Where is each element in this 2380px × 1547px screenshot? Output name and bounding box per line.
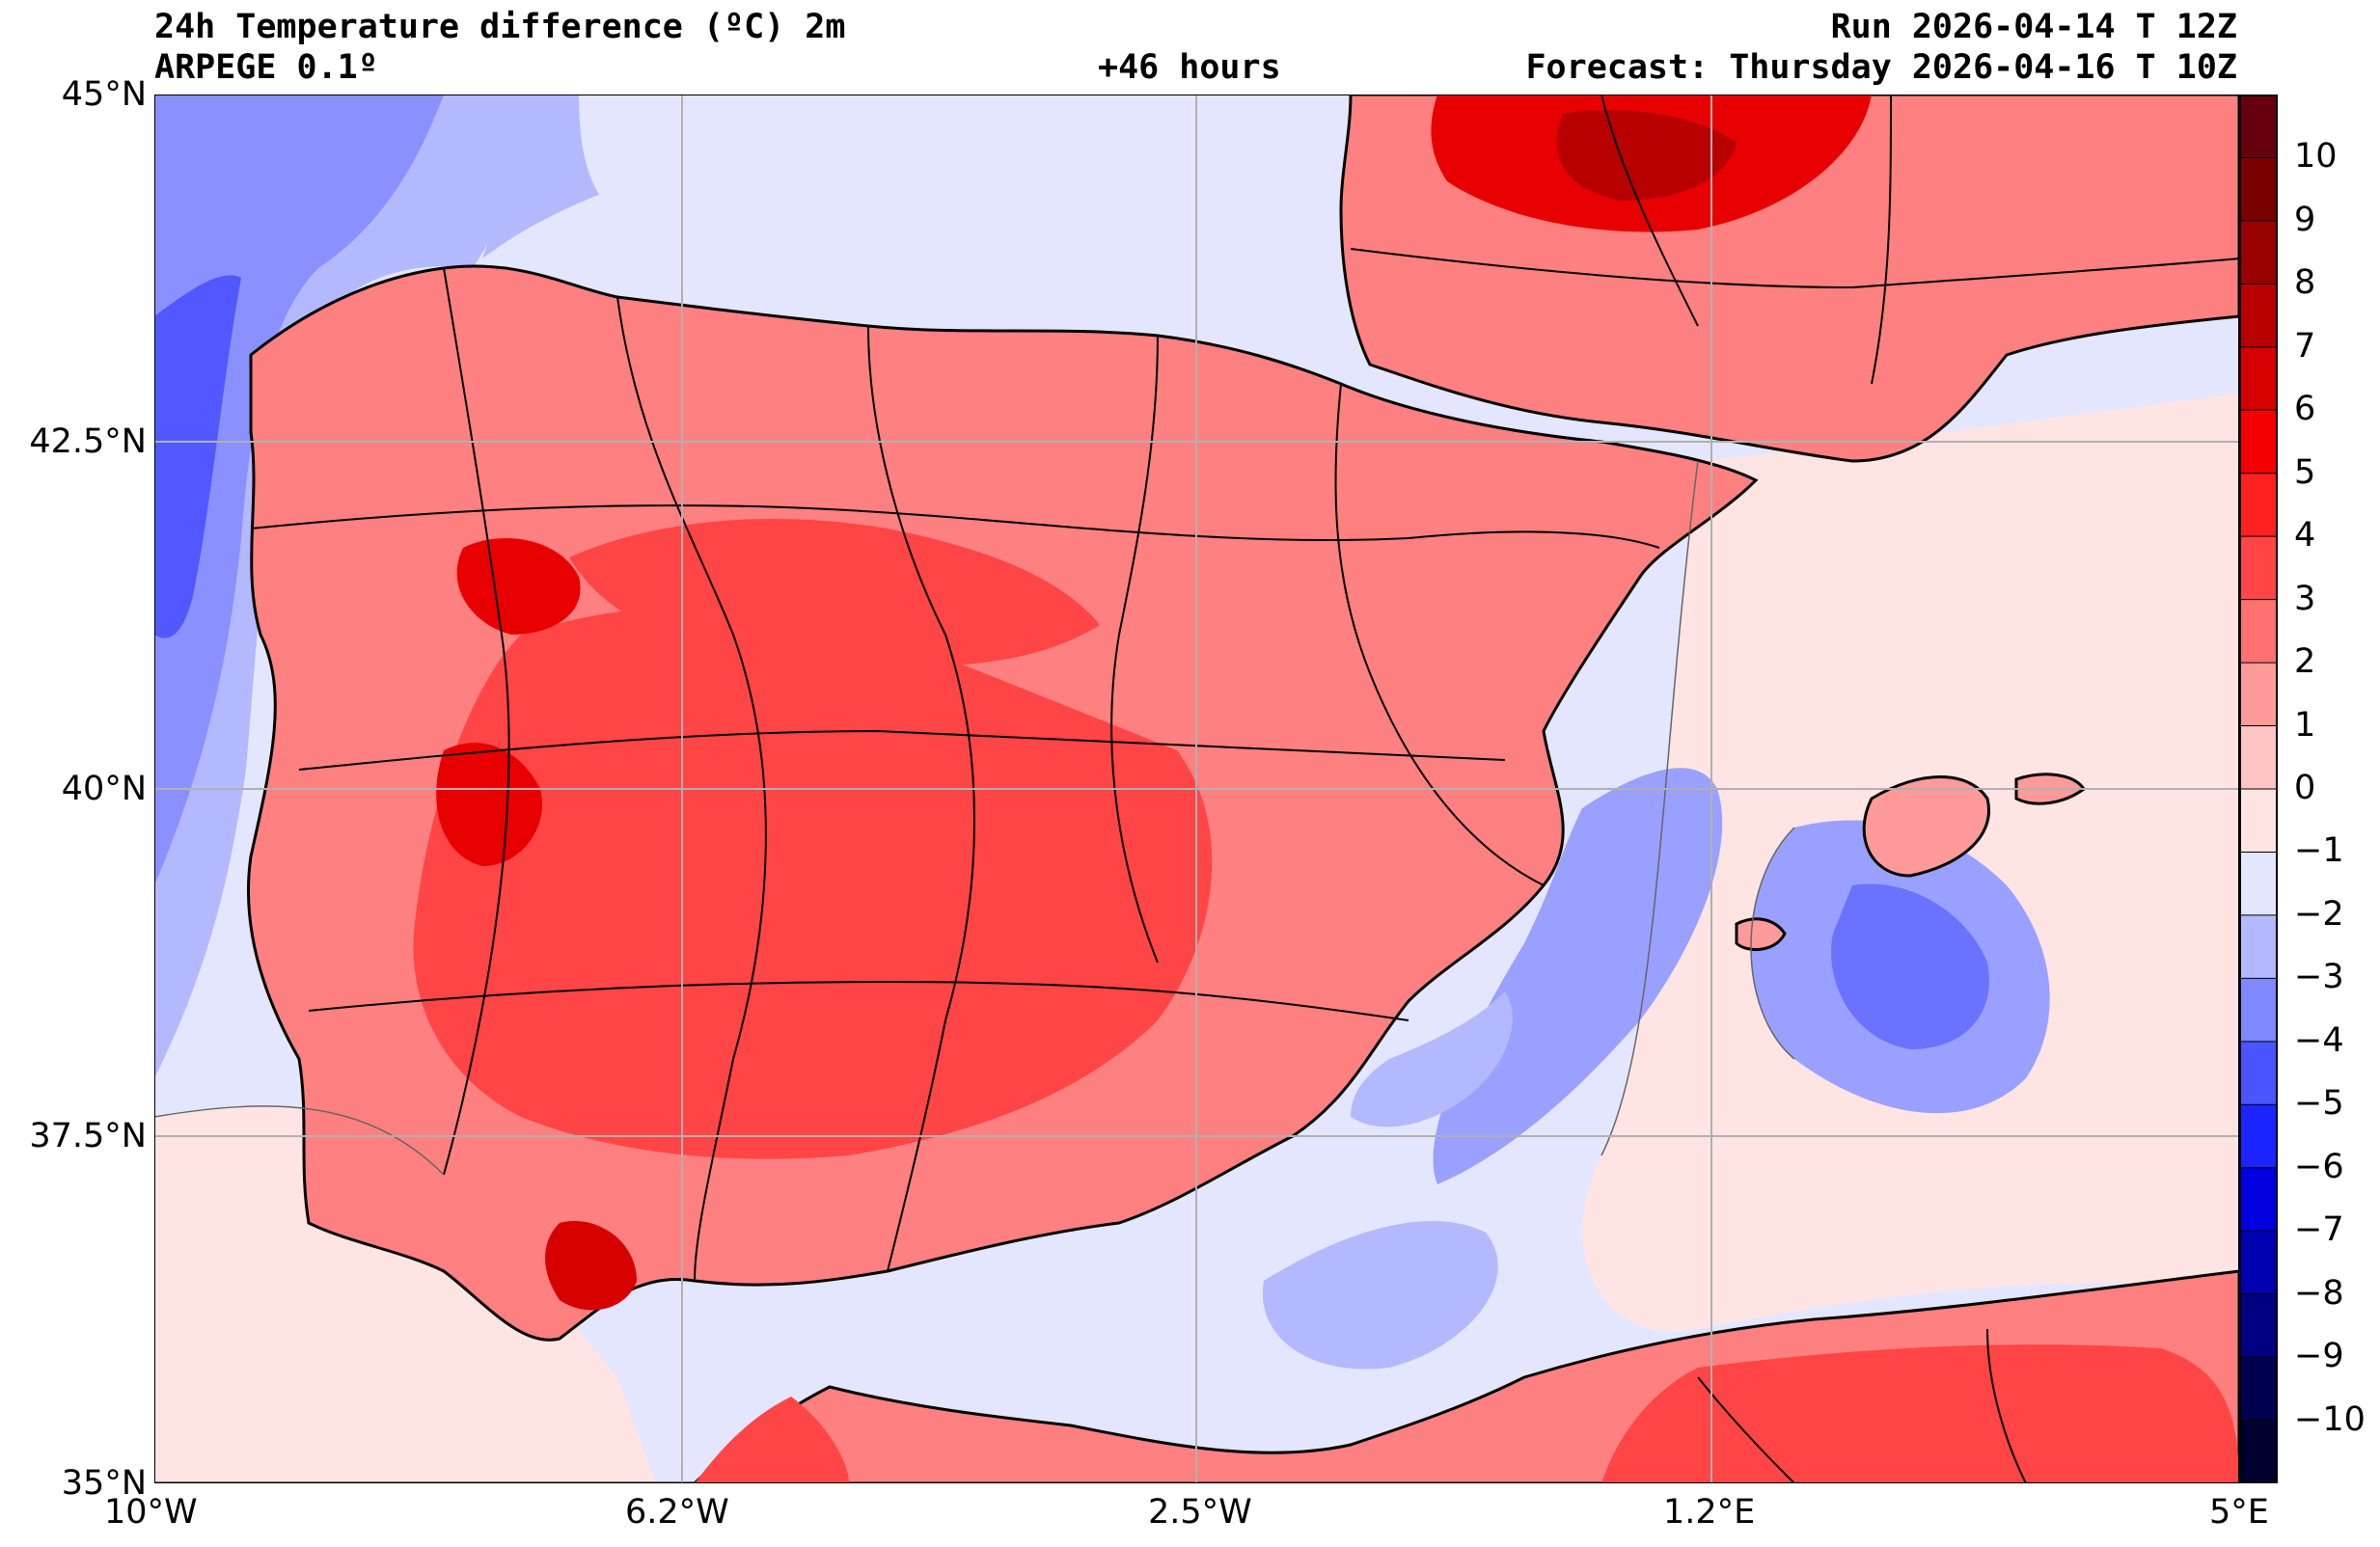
run-time: Run 2026-04-14 T 12Z [1830, 8, 2237, 46]
colorbar-tick-label: 5 [2294, 452, 2316, 492]
colorbar-segment [2239, 1231, 2278, 1295]
colorbar-tick-label: 10 [2294, 137, 2338, 176]
colorbar-segment [2239, 789, 2278, 853]
morocco-hot [695, 1397, 849, 1483]
colorbar-segment [2239, 95, 2278, 158]
colorbar-tick-label: −3 [2294, 958, 2344, 997]
colorbar-border [2239, 95, 2278, 1483]
colorbar-tick-label: 4 [2294, 516, 2316, 556]
graticule [154, 95, 2239, 1483]
colorbar-tick-label: 8 [2294, 263, 2316, 303]
colorbar-tick-label: −6 [2294, 1147, 2344, 1186]
colorbar-segment [2239, 473, 2278, 537]
colorbar-tick-label: 9 [2294, 200, 2316, 239]
colorbar-tick-label: 2 [2294, 642, 2316, 682]
lat-tick-40: 40°N [61, 770, 147, 808]
gulf-of-cadiz-pink [154, 1105, 656, 1483]
colorbar-segment [2239, 1357, 2278, 1422]
contour-lines [154, 460, 1795, 1176]
colorbar-tick-label: −9 [2294, 1337, 2344, 1376]
colorbar-segment [2239, 536, 2278, 601]
colorbar-segment [2239, 599, 2278, 664]
colorbar-segment [2239, 284, 2278, 348]
colorbar-tick-label: 3 [2294, 579, 2316, 618]
colorbar-segment [2239, 1293, 2278, 1358]
colorbar-tick-label: −10 [2294, 1399, 2366, 1439]
lat-tick-42-5: 42.5°N [29, 422, 147, 461]
colorbar-segment [2239, 914, 2278, 979]
lead-time: +46 hours [1098, 48, 1281, 87]
lon-tick-2-5w: 2.5°W [1148, 1493, 1252, 1532]
colorbar-segment [2239, 346, 2278, 411]
colorbar-tick-label: −2 [2294, 894, 2344, 934]
colorbar-tick-label: 7 [2294, 326, 2316, 366]
hotspot-cadiz [545, 1221, 637, 1311]
colorbar-tick-label: −4 [2294, 1020, 2344, 1060]
colorbar-tick-label: −5 [2294, 1084, 2344, 1124]
lat-tick-45: 45°N [61, 75, 147, 114]
colorbar-segment [2239, 1167, 2278, 1232]
model-name: ARPEGE 0.1º [154, 48, 378, 87]
colorbar-segment [2239, 725, 2278, 790]
colorbar-segment [2239, 978, 2278, 1043]
colorbar-segment [2239, 220, 2278, 285]
colorbar-tick-label: −8 [2294, 1273, 2344, 1313]
admin-borders [250, 95, 2239, 1483]
colorbar-segment [2239, 663, 2278, 727]
lon-tick-1-2e: 1.2°E [1663, 1493, 1756, 1532]
mallorca [1862, 775, 1990, 878]
map-title: 24h Temperature difference (ºC) 2m [154, 8, 846, 46]
hotspot-salamanca [456, 538, 581, 635]
east-coast-cool [1351, 991, 1513, 1127]
central-spain-hot [413, 606, 1213, 1159]
forecast-time: Forecast: Thursday 2026-04-16 T 10Z [1525, 48, 2237, 87]
lon-tick-6-2w: 6.2°W [625, 1493, 729, 1532]
colorbar-tick-label: −1 [2294, 831, 2344, 871]
colorbar-segment [2239, 1104, 2278, 1169]
algerian-basin-cooler [1831, 883, 1989, 1049]
colorbar-tick-label: 6 [2294, 390, 2316, 429]
ibiza [1735, 917, 1787, 952]
colorbar [2239, 95, 2278, 1483]
lat-tick-37-5: 37.5°N [29, 1117, 147, 1155]
atlantic-colder-band [154, 275, 241, 638]
north-central-hot [569, 519, 1100, 666]
colorbar-tick-label: −7 [2294, 1210, 2344, 1250]
lon-tick-10w: 10°W [104, 1493, 198, 1532]
balearic-sea-cool [1433, 768, 1723, 1184]
lon-tick-5e: 5°E [2209, 1493, 2269, 1532]
hotspot-extremadura [436, 743, 542, 866]
temperature-difference-map [154, 95, 2239, 1483]
colorbar-tick-label: 1 [2294, 705, 2316, 745]
colorbar-segment [2239, 1420, 2278, 1483]
colorbar-tick-label: 0 [2294, 769, 2316, 807]
alboran-sea-cool [1262, 1221, 1498, 1370]
colorbar-segment [2239, 157, 2278, 222]
colorbar-segment [2239, 410, 2278, 475]
colorbar-segment [2239, 852, 2278, 916]
northern-sea-light [579, 95, 1331, 243]
colorbar-segment [2239, 1041, 2278, 1105]
lat-tick-35: 35°N [61, 1464, 147, 1503]
france-very-hot-core [1556, 110, 1737, 201]
